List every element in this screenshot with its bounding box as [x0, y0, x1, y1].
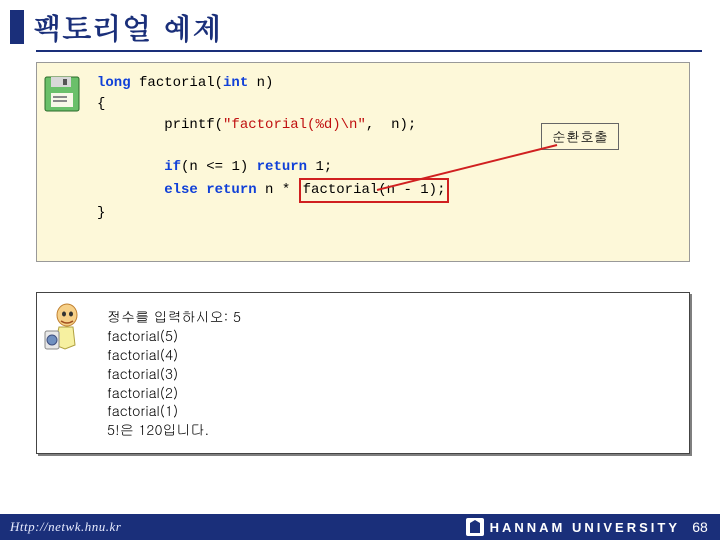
- footer-url: Http://netwk.hnu.kr: [0, 519, 466, 535]
- output-panel: 정수를 입력하시오: 5 factorial(5) factorial(4) f…: [36, 292, 690, 454]
- university-logo-icon: [466, 518, 484, 536]
- code-line-7: }: [97, 203, 677, 224]
- keyword-int: int: [223, 75, 248, 91]
- keyword-return: return: [257, 159, 307, 175]
- page-number: 68: [686, 519, 720, 535]
- keyword-if: if: [164, 159, 181, 175]
- code-line-5: if(n <= 1) return 1;: [97, 157, 677, 178]
- output-line-4: factorial(3): [107, 364, 677, 383]
- output-line-7: 5!은 120입니다.: [107, 420, 677, 439]
- output-line-3: factorial(4): [107, 345, 677, 364]
- output-line-5: factorial(2): [107, 383, 677, 402]
- code-line-6: else return n * factorial(n - 1);: [97, 178, 677, 203]
- title-underline: [36, 50, 702, 52]
- title-bar: 팩토리얼 예제: [0, 0, 720, 50]
- keyword-else-return: else return: [164, 182, 256, 198]
- output-line-6: factorial(1): [107, 401, 677, 420]
- footer-bar: Http://netwk.hnu.kr HANNAM UNIVERSITY 68: [0, 514, 720, 540]
- output-line-1: 정수를 입력하시오: 5: [107, 307, 677, 326]
- recursive-call-box: factorial(n - 1);: [299, 178, 450, 203]
- keyword-long: long: [97, 75, 131, 91]
- code-panel: long factorial(int n) { printf("factoria…: [36, 62, 690, 262]
- code-line-1: long factorial(int n): [97, 73, 677, 94]
- output-line-2: factorial(5): [107, 326, 677, 345]
- code-line-2: {: [97, 94, 677, 115]
- character-icon: [43, 299, 85, 359]
- floppy-disk-icon: [43, 73, 81, 115]
- footer-university: HANNAM UNIVERSITY: [490, 520, 680, 535]
- page-title: 팩토리얼 예제: [32, 6, 222, 48]
- title-marker: [10, 10, 24, 44]
- string-literal: "factorial(%d)\n": [223, 117, 366, 133]
- annotation-label: 순환호출: [541, 123, 619, 150]
